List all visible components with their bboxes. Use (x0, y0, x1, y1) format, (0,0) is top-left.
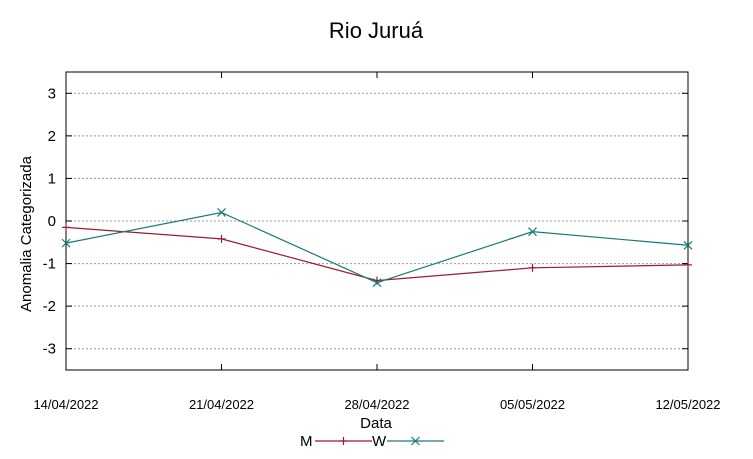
series-line-m (65, 226, 689, 282)
y-tick-label: -3 (43, 341, 56, 358)
legend-marker-w (411, 436, 420, 446)
data-point-m (62, 223, 70, 232)
series-line-w (65, 211, 689, 284)
legend-marker-m (339, 437, 348, 445)
x-tick-label: 28/04/2022 (344, 397, 409, 412)
x-tick-label: 14/04/2022 (33, 397, 98, 412)
data-point-w (528, 227, 537, 237)
data-point-w (683, 240, 693, 250)
axis-ticks: 3 2 1 0 -1 -2 -3 14/04/2022 21/04/2022 28/04/2022… (33, 72, 721, 412)
y-tick-label: -1 (43, 256, 56, 273)
y-tick-label: 1 (48, 170, 56, 187)
legend-label-m: M (300, 433, 313, 450)
y-tick-label: 0 (48, 213, 56, 230)
x-tick-label: 05/05/2022 (500, 397, 565, 412)
x-axis-label: Data (360, 415, 392, 432)
data-point-w (61, 238, 71, 248)
data-point-w (372, 278, 382, 288)
data-point-m (217, 234, 226, 243)
data-point-w (217, 208, 226, 217)
x-tick-label: 12/05/2022 (655, 397, 720, 412)
x-tick-label: 21/04/2022 (189, 397, 254, 412)
grid-lines (66, 92, 688, 350)
y-tick-label: 3 (48, 85, 56, 102)
y-tick-label: 2 (48, 128, 56, 145)
data-point-m (684, 260, 692, 269)
y-axis-label: Anomalia Categorizada (18, 155, 35, 312)
data-point-m (528, 263, 537, 272)
chart-title: Rio Juruá (329, 18, 424, 43)
y-tick-label: -2 (43, 298, 56, 315)
legend-label-w: W (372, 433, 387, 450)
series-group (61, 208, 693, 288)
